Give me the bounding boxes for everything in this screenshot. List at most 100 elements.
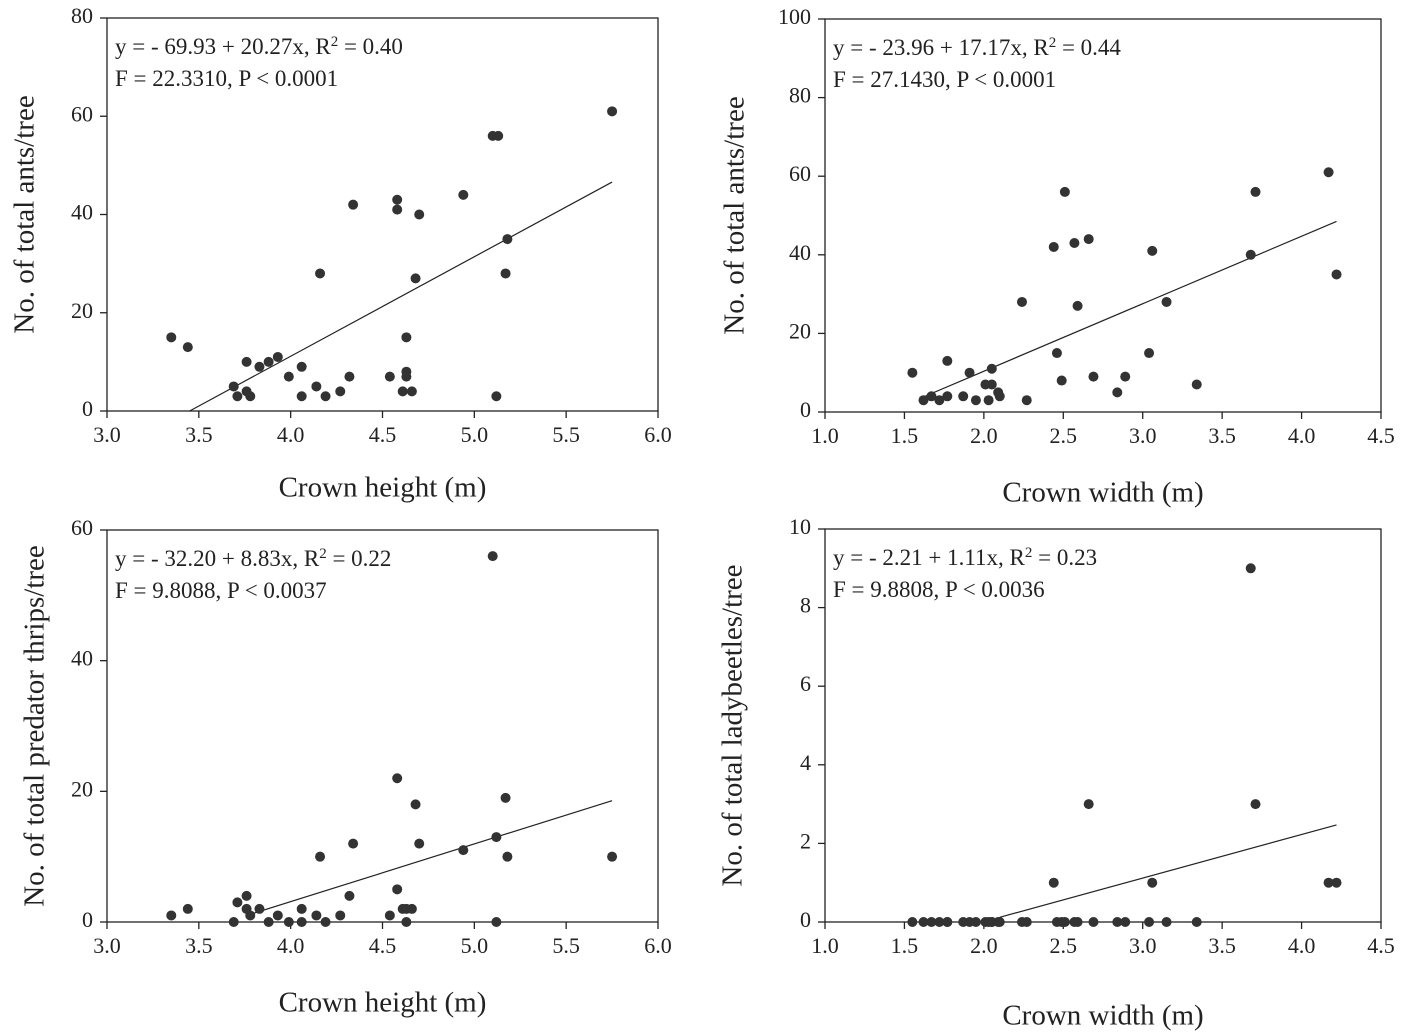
data-point	[1144, 917, 1155, 927]
data-point	[1147, 245, 1158, 256]
data-point	[296, 391, 307, 402]
x-tick-label: 1.5	[891, 933, 919, 958]
y-tick-label: 100	[778, 4, 811, 29]
data-point	[1250, 799, 1261, 810]
data-point	[182, 342, 193, 353]
data-point	[1083, 799, 1094, 810]
data-point	[934, 917, 945, 927]
y-tick-label: 6	[800, 671, 811, 696]
data-point	[500, 792, 511, 803]
data-point	[500, 268, 511, 279]
y-axis-label: No. of total ants/tree	[719, 96, 751, 334]
y-tick-label: 40	[71, 646, 93, 671]
data-point	[1120, 371, 1131, 382]
data-point	[1147, 877, 1158, 888]
data-point	[1161, 296, 1172, 307]
statistics: F = 22.3310, P < 0.0001	[115, 66, 338, 91]
data-point	[918, 395, 929, 406]
y-tick-label: 20	[71, 776, 93, 801]
data-point	[263, 917, 274, 927]
y-tick-label: 0	[800, 907, 811, 932]
equation: y = - 2.21 + 1.11x, R2 = 0.23	[833, 545, 1097, 570]
x-tick-label: 4.0	[277, 422, 305, 447]
data-point	[392, 194, 403, 205]
equation: y = - 69.93 + 20.27x, R2 = 0.40	[115, 34, 403, 59]
equation-part: y = - 32.20 + 8.83x, R	[115, 546, 320, 571]
equation: y = - 23.96 + 17.17x, R2 = 0.44	[833, 35, 1121, 60]
x-tick-label: 1.5	[891, 423, 919, 448]
equation-part: = 0.22	[327, 546, 392, 571]
equation-part: y = - 2.21 + 1.11x, R	[833, 545, 1025, 570]
data-point	[1120, 917, 1131, 927]
data-point	[491, 917, 502, 927]
y-tick-label: 80	[71, 3, 93, 28]
data-point	[392, 204, 403, 215]
x-tick-label: 3.5	[185, 933, 213, 958]
x-axis-label: Crown width (m)	[1002, 1000, 1203, 1032]
data-point	[344, 371, 355, 382]
y-tick-label: 10	[789, 514, 811, 539]
data-point	[1059, 186, 1070, 197]
data-point	[182, 903, 193, 914]
equation-part: = 0.44	[1056, 35, 1121, 60]
superscript: 2	[1025, 545, 1033, 561]
data-point	[986, 379, 997, 390]
plot-frame	[824, 18, 1382, 413]
y-tick-label: 40	[71, 200, 93, 225]
data-point	[487, 551, 498, 562]
y-axis-label: No. of total ladybeetles/tree	[717, 564, 749, 886]
panel: 1.0 1.5 2.0 2.5 3.0 3.5 4.0 4.5 0 20 40 60 80 100 Crow…	[719, 4, 1395, 509]
data-point	[942, 355, 953, 366]
data-point	[232, 391, 243, 402]
data-point	[311, 381, 322, 392]
y-tick-label: 40	[789, 240, 811, 265]
data-point	[228, 917, 239, 927]
data-point	[1021, 395, 1032, 406]
data-point	[414, 209, 425, 220]
data-point	[1056, 375, 1067, 386]
equation-part: = 0.40	[338, 34, 403, 59]
data-point	[1245, 249, 1256, 260]
x-tick-label: 3.5	[185, 422, 213, 447]
data-point	[1250, 186, 1261, 197]
y-tick-label: 60	[789, 161, 811, 186]
data-point	[1083, 234, 1094, 245]
data-point	[1048, 877, 1059, 888]
data-point	[320, 917, 331, 927]
data-point	[907, 917, 918, 927]
panel: 1.0 1.5 2.0 2.5 3.0 3.5 4.0 4.5 0 2 4 6 8 10 Crown wid…	[717, 514, 1395, 1032]
y-tick-label: 0	[82, 396, 93, 421]
data-point	[1112, 917, 1123, 927]
data-point	[296, 903, 307, 914]
data-point	[986, 363, 997, 374]
x-tick-label: 2.0	[970, 933, 998, 958]
data-point	[942, 917, 953, 927]
data-point	[315, 268, 326, 279]
data-point	[401, 366, 412, 377]
data-point	[491, 391, 502, 402]
data-point	[263, 356, 274, 367]
x-tick-label: 5.0	[461, 933, 489, 958]
data-point	[296, 917, 307, 927]
x-tick-label: 1.0	[811, 423, 839, 448]
data-point	[1112, 387, 1123, 398]
data-point	[926, 917, 937, 927]
data-point	[272, 910, 283, 921]
fit-line	[920, 220, 1337, 399]
data-point	[502, 851, 513, 862]
x-tick-label: 4.0	[1288, 423, 1316, 448]
data-point	[166, 332, 177, 343]
superscript: 2	[319, 546, 327, 562]
x-tick-label: 5.5	[552, 933, 580, 958]
data-point	[384, 910, 395, 921]
x-tick-label: 3.0	[1129, 423, 1157, 448]
data-point	[344, 890, 355, 901]
data-point	[458, 845, 469, 856]
statistics: F = 9.8808, P < 0.0036	[833, 577, 1045, 602]
x-axis-label: Crown height (m)	[279, 472, 487, 504]
equation: y = - 32.20 + 8.83x, R2 = 0.22	[115, 546, 391, 571]
data-point	[970, 395, 981, 406]
equation-part: = 0.23	[1032, 545, 1097, 570]
